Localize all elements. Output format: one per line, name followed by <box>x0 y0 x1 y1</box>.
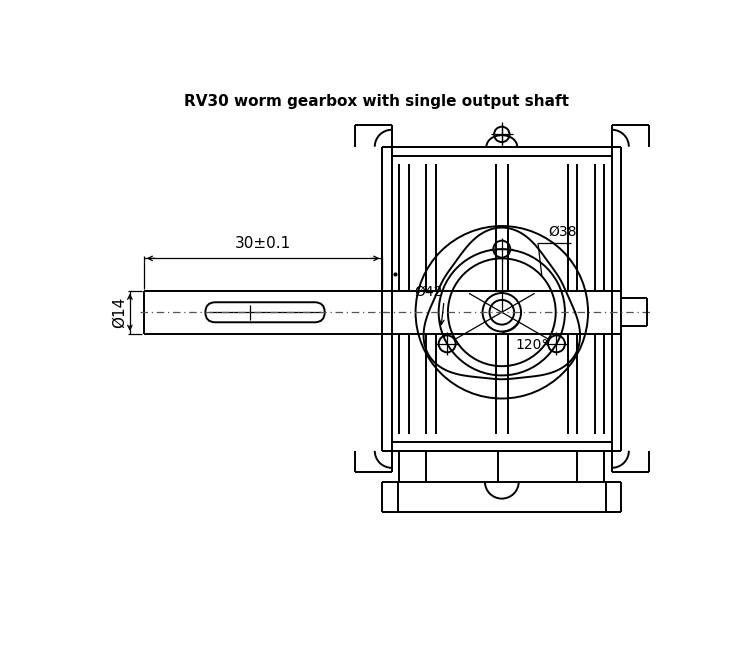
Text: 120°: 120° <box>516 338 549 351</box>
Text: 30±0.1: 30±0.1 <box>235 236 291 251</box>
Text: Ø38: Ø38 <box>548 225 576 239</box>
Text: Ø14: Ø14 <box>112 297 127 328</box>
Text: Ø42: Ø42 <box>414 285 442 299</box>
Text: RV30 worm gearbox with single output shaft: RV30 worm gearbox with single output sha… <box>184 94 569 109</box>
